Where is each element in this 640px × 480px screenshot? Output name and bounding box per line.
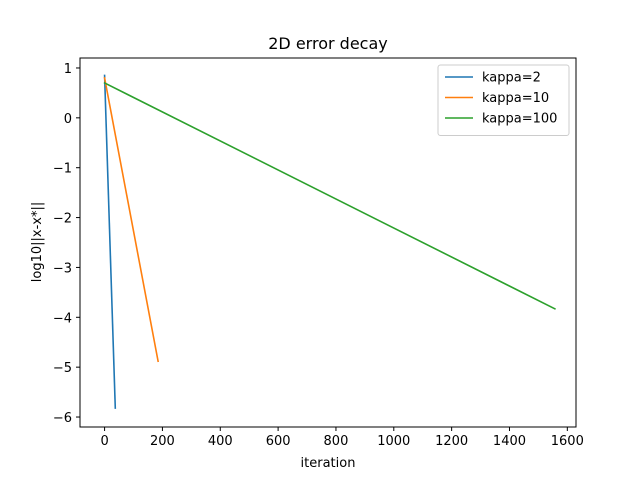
x-axis: 0 200 400 600 800 1000 1200 1400 1600 bbox=[100, 427, 584, 449]
legend-label: kappa=10 bbox=[482, 91, 549, 106]
x-tick-label: 600 bbox=[266, 434, 291, 449]
y-tick-label: 1 bbox=[64, 62, 72, 77]
series-line-1 bbox=[103, 74, 117, 409]
x-tick-label: 800 bbox=[324, 434, 349, 449]
series-lines bbox=[103, 74, 556, 409]
y-tick-label: −1 bbox=[53, 162, 72, 177]
y-tick-label: −5 bbox=[53, 361, 72, 376]
y-axis: 1 0 −1 −2 −3 −4 −5 −6 bbox=[53, 62, 80, 426]
x-tick-label: 200 bbox=[150, 434, 175, 449]
y-tick-label: −2 bbox=[53, 212, 72, 227]
x-tick-label: 1200 bbox=[435, 434, 468, 449]
legend: kappa=2 kappa=10 kappa=100 bbox=[437, 64, 570, 136]
x-tick-label: 1400 bbox=[493, 434, 526, 449]
x-tick-label: 1000 bbox=[377, 434, 410, 449]
legend-label: kappa=2 bbox=[482, 71, 541, 86]
series-line-2 bbox=[103, 77, 160, 363]
x-tick-label: 400 bbox=[208, 434, 233, 449]
y-tick-label: 0 bbox=[64, 112, 72, 127]
y-axis-label: log10||x-x*|| bbox=[30, 202, 45, 282]
chart-title: 2D error decay bbox=[268, 34, 387, 53]
x-tick-label: 0 bbox=[100, 434, 108, 449]
plot-area-frame bbox=[79, 57, 577, 428]
legend-label: kappa=100 bbox=[482, 112, 557, 127]
x-tick-label: 1600 bbox=[551, 434, 584, 449]
x-axis-label: iteration bbox=[301, 456, 356, 471]
y-tick-label: −4 bbox=[53, 311, 72, 326]
y-tick-label: −3 bbox=[53, 261, 72, 276]
series-line-3 bbox=[103, 81, 556, 310]
y-tick-label: −6 bbox=[53, 411, 72, 426]
